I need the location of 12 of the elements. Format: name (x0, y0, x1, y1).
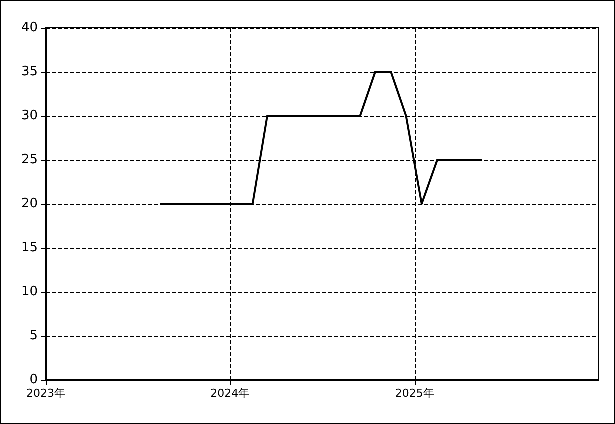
y-tick-label: 10 (21, 284, 38, 300)
y-tick-label: 20 (21, 196, 38, 212)
y-tick-label: 35 (21, 64, 38, 80)
x-tick-label: 2025年 (395, 387, 434, 400)
x-tick-label: 2024年 (210, 387, 250, 400)
y-tick-label: 40 (21, 20, 38, 36)
y-tick-label: 15 (21, 240, 38, 256)
y-tick-label: 25 (21, 152, 38, 168)
x-tick-label: 2023年 (26, 387, 66, 400)
y-tick-label: 5 (30, 328, 38, 344)
y-tick-label: 30 (21, 108, 38, 124)
y-tick-label: 0 (30, 372, 38, 388)
